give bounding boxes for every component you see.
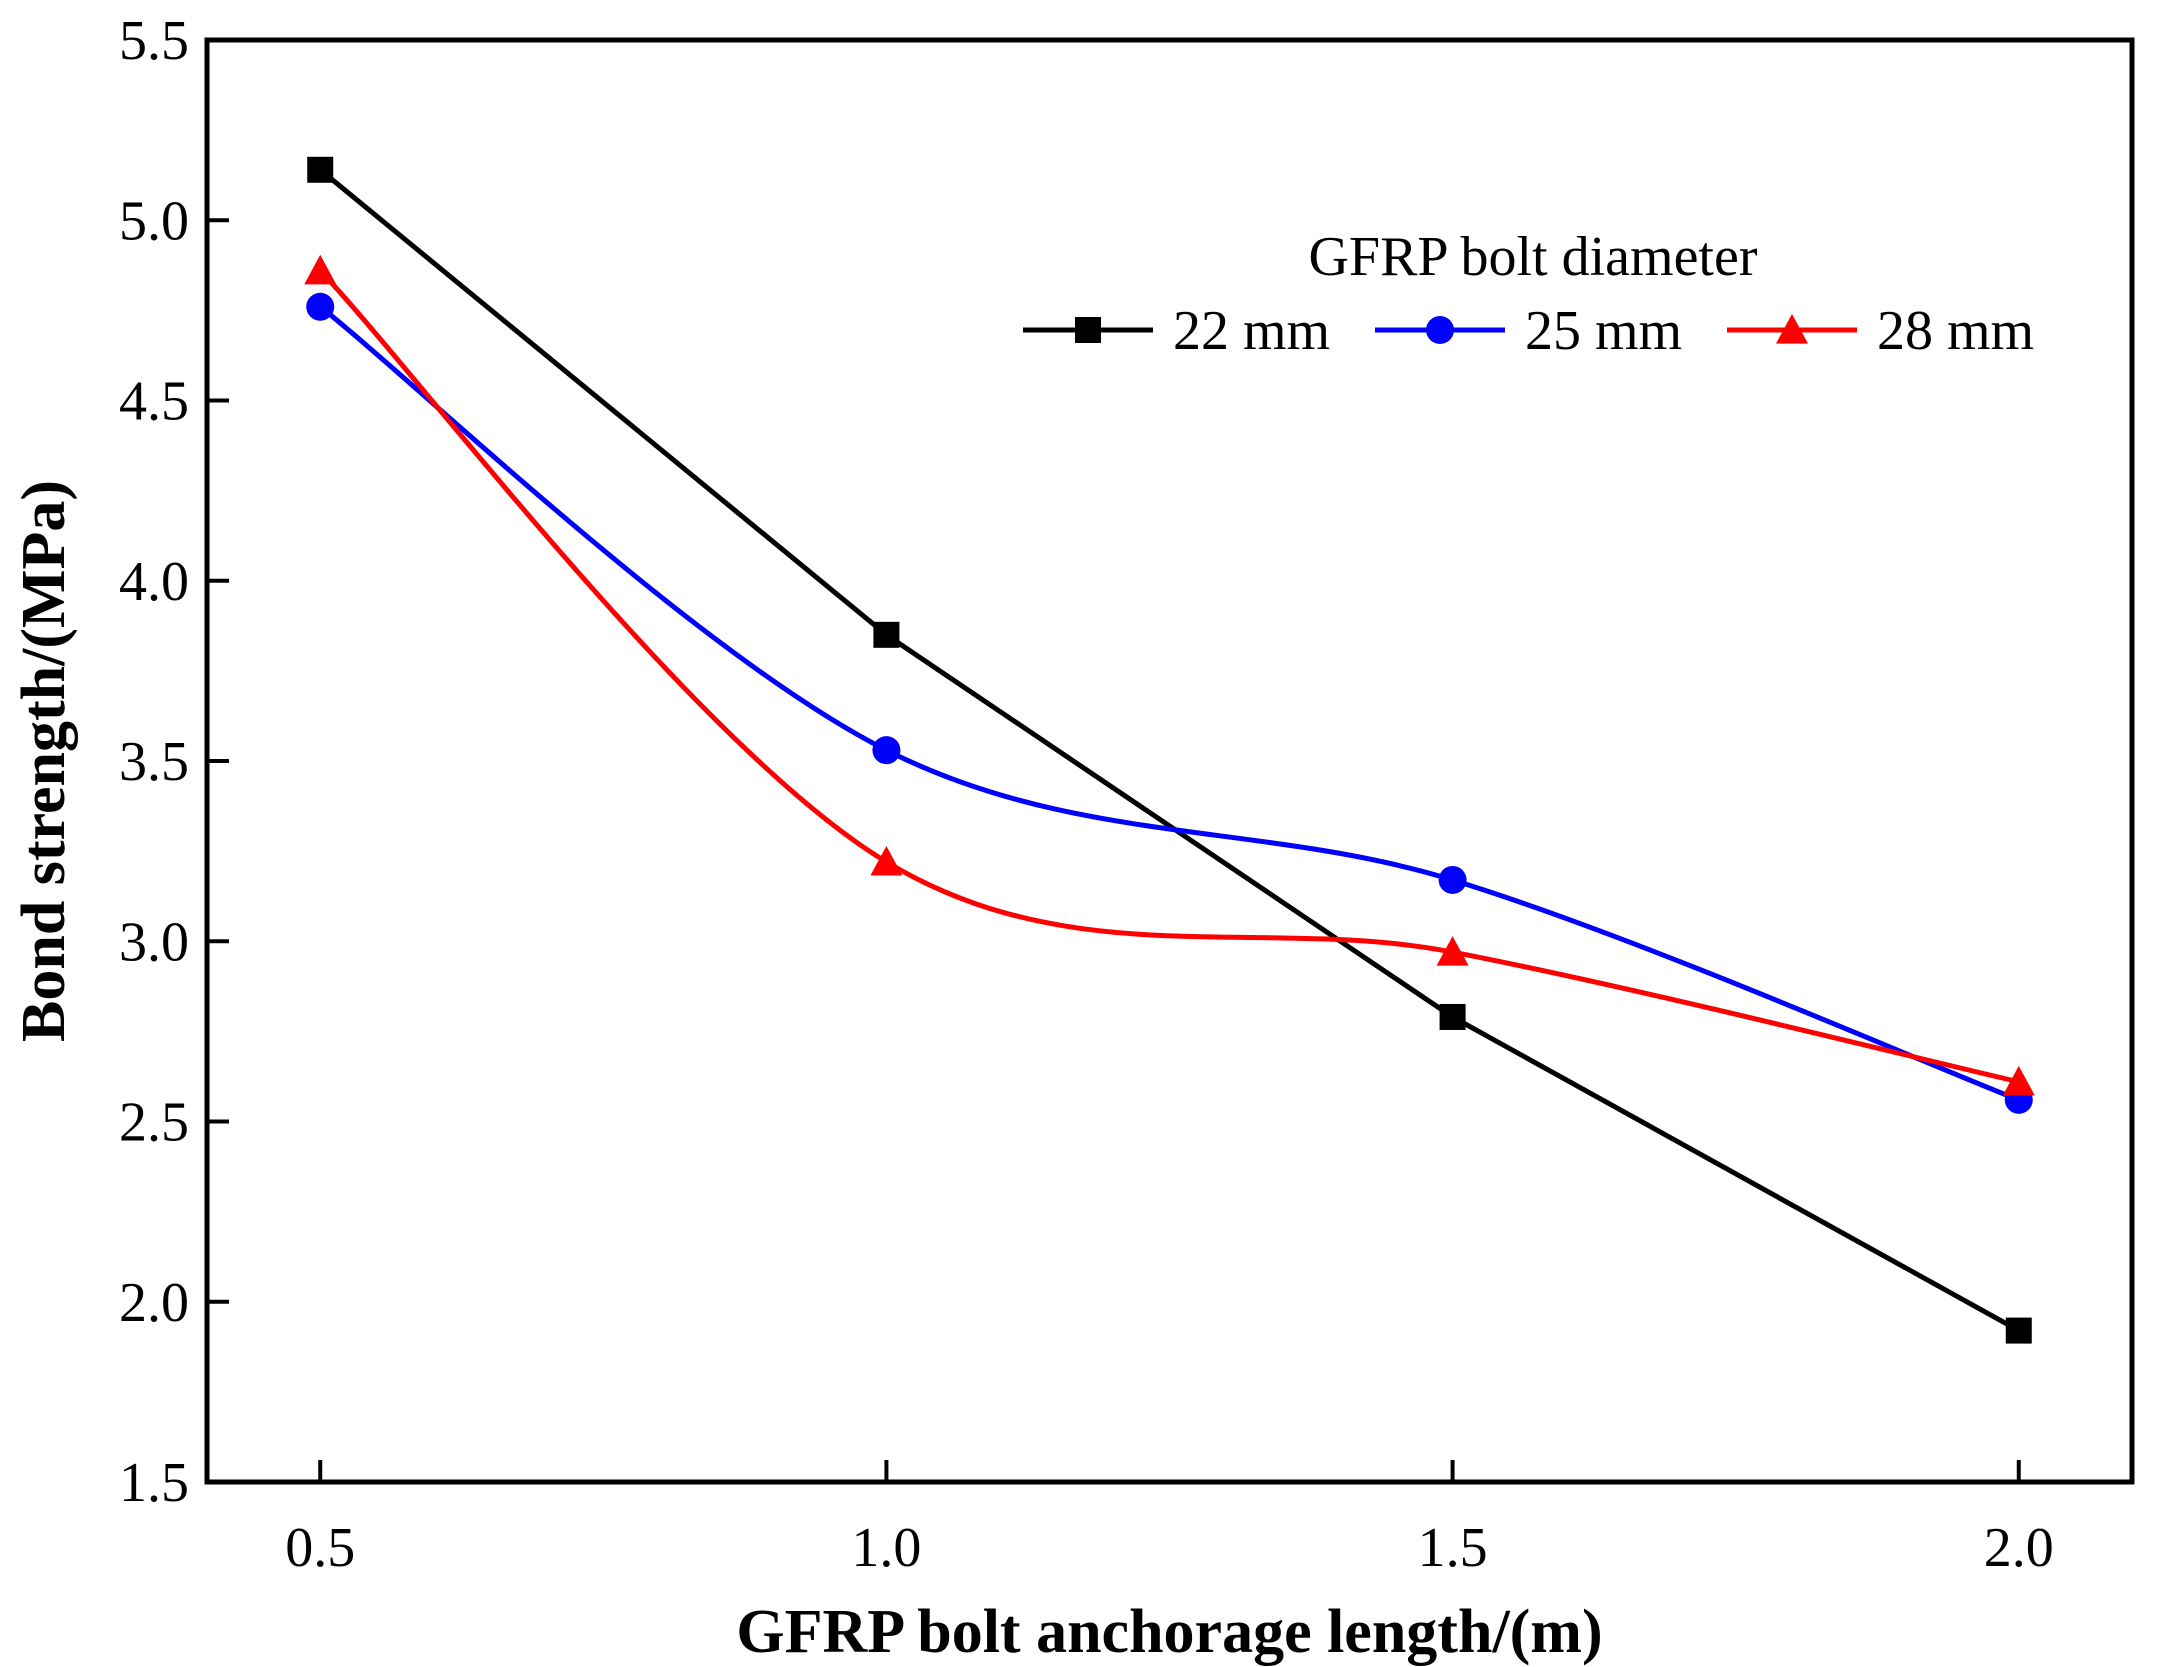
x-tick-label: 1.5: [1418, 1517, 1488, 1579]
legend-entry: 25 mm: [1375, 300, 1682, 362]
x-tick-label: 1.0: [851, 1517, 921, 1579]
y-tick-label: 3.0: [119, 911, 189, 973]
series-line: [318, 304, 2020, 1103]
data-point: [1436, 936, 1469, 966]
legend-entry: 28 mm: [1727, 300, 2034, 362]
data-point: [873, 621, 900, 648]
data-point: [307, 156, 334, 183]
series-line: [318, 167, 2020, 1333]
data-point: [1438, 865, 1467, 894]
y-tick-label: 2.5: [119, 1092, 189, 1154]
x-tick-label: 0.5: [285, 1517, 355, 1579]
legend-label: 28 mm: [1877, 300, 2034, 362]
y-tick-label: 5.5: [119, 10, 189, 72]
series-line: [318, 268, 2020, 1085]
data-point: [304, 254, 337, 285]
data-point: [2005, 1317, 2032, 1344]
legend-title: GFRP bolt diameter: [1308, 226, 1757, 288]
x-tick-label: 2.0: [1984, 1517, 2054, 1579]
y-tick-label: 5.0: [119, 190, 189, 252]
legend-marker: [1426, 316, 1454, 344]
y-tick-label: 3.5: [119, 731, 189, 793]
series-22-mm: [307, 156, 2032, 1344]
data-point: [870, 845, 903, 876]
series-25-mm: [306, 292, 2033, 1114]
y-tick-label: 4.0: [119, 551, 189, 613]
legend-label: 22 mm: [1173, 300, 1330, 362]
legend-marker: [1075, 317, 1101, 343]
legend-entry: 22 mm: [1023, 300, 1330, 362]
y-tick-label: 4.5: [119, 371, 189, 433]
axes: 1.5 2.0 2.5 3.0 3.5 4.0 4.5 5.0 5.5 0.5 1.0 1.5 2.0: [119, 10, 2054, 1579]
legend-label: 25 mm: [1525, 300, 1682, 362]
data-point: [1439, 1003, 1466, 1030]
legend: GFRP bolt diameter 22 mm 25 mm 28 mm: [1023, 226, 2034, 362]
plot-frame: [204, 37, 2135, 1485]
data-point: [872, 736, 901, 765]
y-tick-label: 1.5: [119, 1452, 189, 1514]
y-axis-title: Bond strength/(MPa): [10, 480, 78, 1042]
series-layer: [304, 156, 2035, 1344]
data-point: [306, 292, 335, 321]
y-tick-label: 2.0: [119, 1272, 189, 1334]
series-28-mm: [304, 254, 2035, 1096]
x-axis-title: GFRP bolt anchorage length/(m): [736, 1598, 1602, 1666]
data-point: [2002, 1065, 2035, 1096]
legend-marker: [1776, 314, 1808, 344]
